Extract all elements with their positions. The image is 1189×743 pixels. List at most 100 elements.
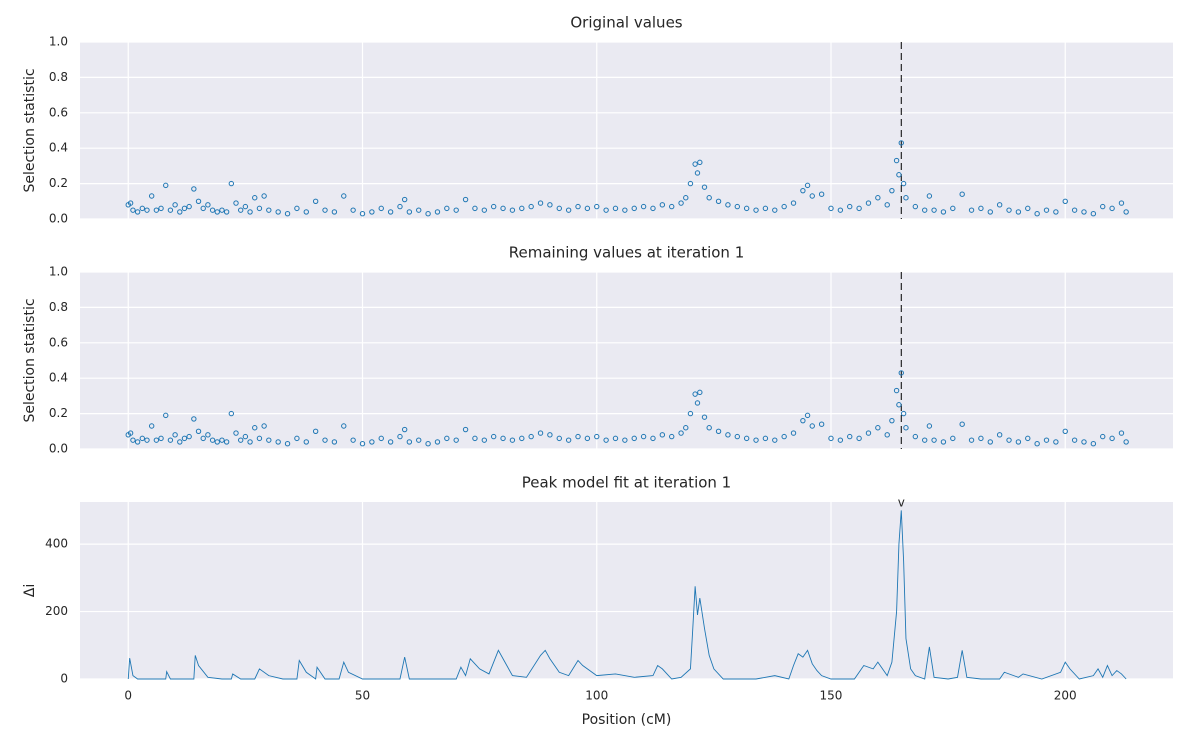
data-point [237,207,244,213]
data-point [294,205,300,212]
data-point [369,209,375,215]
data-point [322,207,328,213]
data-point [900,180,907,187]
data-point [706,425,712,431]
data-point [959,191,965,197]
data-point [1025,205,1031,212]
data-point [256,435,263,442]
data-point [556,435,562,442]
y-tick-label: 0.0 [49,212,68,226]
y-tick-label: 0.8 [49,300,68,314]
data-line [127,510,1127,680]
data-point [669,433,675,440]
data-point [715,198,722,205]
data-point [177,439,183,445]
data-point [252,195,258,201]
data-point [650,435,656,442]
data-point [931,207,937,213]
data-point [701,184,708,190]
y-tick-label: 0 [60,672,68,686]
y-axis-label: Selection statistic [22,68,38,192]
y-tick-label: 0.8 [49,70,68,84]
data-point [1109,205,1115,212]
data-point [996,432,1003,438]
data-point [800,187,806,194]
data-point [818,421,825,427]
data-point [1081,209,1087,215]
data-point [322,437,328,443]
data-point [809,423,815,429]
data-point [130,437,136,443]
data-point [1034,440,1040,447]
data-point [444,435,450,442]
data-point [434,439,441,445]
data-point [247,439,253,445]
data-point [167,437,174,443]
data-point [603,207,609,213]
data-point [378,435,384,442]
data-point [537,200,544,206]
data-point [266,437,272,443]
data-point [233,200,239,206]
data-point [1006,437,1012,443]
x-tick-label: 200 [1054,689,1077,703]
data-point [1118,200,1125,206]
data-point [275,209,281,215]
data-point [1100,433,1106,440]
data-point [565,437,572,443]
data-point [163,182,169,189]
data-point [1090,210,1097,217]
data-point [1118,430,1125,436]
data-point [987,209,993,215]
data-point [594,203,600,210]
data-point [884,432,890,438]
data-point [921,207,928,213]
data-point [856,435,862,442]
panel-title: Peak model fit at iteration 1 [522,474,731,492]
data-point [181,205,188,212]
data-point [1100,203,1106,210]
data-point [127,200,134,206]
data-point [968,437,975,443]
data-point [378,205,384,212]
data-point [556,205,562,212]
data-point [528,203,534,210]
x-axis-label: Position (cM) [582,712,672,728]
data-point [490,433,497,440]
data-point [387,209,394,215]
data-point [214,209,220,215]
data-point [172,202,178,208]
data-point [195,428,202,434]
data-point [694,400,701,406]
data-point [519,205,525,212]
data-point [462,196,469,203]
plot-background [80,502,1173,679]
data-point [903,195,909,201]
data-point [753,207,759,213]
data-point [804,412,811,419]
data-point [926,193,933,199]
data-point [223,439,230,445]
data-point [612,435,619,442]
data-point [312,198,319,205]
data-point [809,193,815,199]
data-point [818,191,825,197]
data-point [191,186,197,192]
peak-marker: v [898,496,905,510]
data-point [547,202,553,208]
data-point [725,202,731,208]
data-point [453,207,459,213]
data-point [509,437,516,443]
data-point [191,416,197,422]
data-point [715,428,722,434]
data-point [425,210,431,217]
data-point [237,437,244,443]
data-point [694,170,701,176]
data-point [856,205,862,212]
data-point [284,210,291,217]
data-point [163,412,169,419]
data-point [1123,439,1129,445]
data-point [1015,439,1022,445]
data-point [528,433,534,440]
y-axis-label: Δi [22,584,38,597]
